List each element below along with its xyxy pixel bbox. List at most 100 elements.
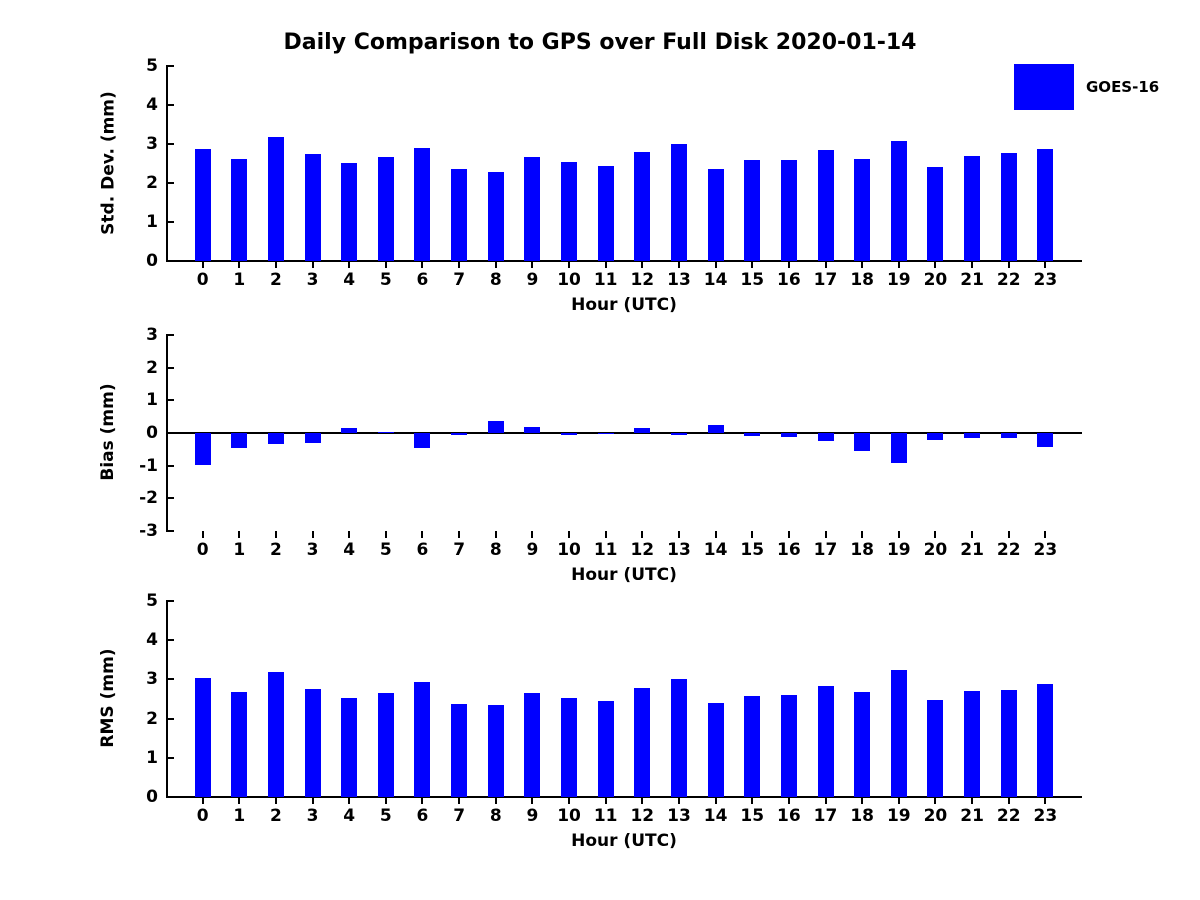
bar-bias-hour-18 [854,433,871,451]
x-tick-label-std-dev-16: 16 [777,270,801,290]
chart-legend: GOES-16 [1014,64,1159,110]
bar-bias-hour-8 [487,420,504,433]
bar-bias-hour-13 [670,433,687,435]
y-tick-label-bias: -2 [139,488,158,509]
y-tick-bias: -1 [139,456,174,476]
x-tick-rms [641,797,644,804]
bar-bias-hour-22 [1000,433,1017,438]
bar-rms-hour-16 [780,695,797,797]
bar-bias-hour-23 [1037,433,1054,448]
x-tick-std-dev [971,261,974,268]
bar-std-dev-hour-1 [231,159,248,261]
bar-rms-hour-11 [597,700,614,797]
x-tick-rms [604,797,607,804]
bar-bias-hour-6 [414,433,431,448]
x-tick-label-rms-0: 0 [196,806,209,826]
y-tick-label-rms: 5 [146,591,158,611]
y-tick-rms: 4 [146,630,174,650]
x-tick-label-rms-21: 21 [960,806,984,826]
x-tick-label-rms-2: 2 [269,806,282,826]
y-tick-std-dev: 2 [146,173,174,193]
x-tick-bias [824,531,827,538]
x-tick-std-dev [201,261,204,268]
x-tick-label-std-dev-8: 8 [489,270,502,290]
page-title: Daily Comparison to GPS over Full Disk 2… [283,30,917,55]
x-tick-std-dev [604,261,607,268]
x-tick-bias [238,531,241,538]
x-tick-rms [384,797,387,804]
x-tick-label-rms-6: 6 [416,806,429,826]
bar-rms-hour-9 [524,693,541,797]
y-tick-label-std-dev: 4 [146,95,158,115]
x-tick-label-std-dev-2: 2 [269,270,282,290]
x-tick-label-rms-17: 17 [813,806,838,826]
y-tick-bias: 1 [146,390,174,410]
bar-rms-hour-6 [414,682,431,797]
x-tick-bias [311,531,314,538]
bar-bias-hour-21 [964,433,981,439]
y-tick-rms: 3 [146,669,174,689]
x-tick-label-bias-16: 16 [777,540,801,560]
x-tick-rms [1044,797,1047,804]
x-tick-bias [348,531,351,538]
y-tick-bias: 0 [146,423,174,443]
x-tick-std-dev [384,261,387,268]
x-tick-label-std-dev-22: 22 [996,270,1021,290]
x-tick-rms [1007,797,1010,804]
x-tick-rms [531,797,534,804]
x-tick-label-bias-20: 20 [923,540,948,560]
x-tick-bias [384,531,387,538]
y-tick-label-bias: 3 [146,325,158,345]
x-tick-label-rms-15: 15 [740,806,765,826]
bar-rms-hour-2 [267,671,284,797]
bar-rms-hour-7 [451,704,468,797]
bar-std-dev-hour-20 [927,166,944,261]
x-axis-line-rms [166,796,1082,798]
y-tick-label-rms: 2 [146,708,158,729]
bar-rms-hour-1 [231,691,248,797]
x-tick-label-rms-16: 16 [777,806,801,826]
x-tick-rms [458,797,461,804]
x-tick-std-dev [274,261,277,268]
y-axis-line-std-dev [166,66,168,261]
x-tick-rms [201,797,204,804]
x-axis-line-std-dev [166,260,1082,262]
x-tick-bias [421,531,424,538]
bar-bias-hour-5 [377,432,394,434]
x-tick-label-bias-11: 11 [593,540,618,560]
y-tick-label-bias: 0 [146,423,158,443]
bar-rms-hour-3 [304,688,321,797]
bar-bias-hour-7 [451,433,468,436]
plot-area-std-dev: 0 1 2 3 4 5 0 1 2 3 4 5 6 7 8 9 10 11 12 13 14 15 16 17 18 19 20 21… [98,56,1082,315]
x-tick-std-dev [1044,261,1047,268]
bar-rms-hour-0 [194,677,211,797]
y-axis-line-rms [166,601,168,797]
y-tick-label-rms: 0 [146,787,158,807]
x-tick-label-std-dev-12: 12 [630,270,655,290]
x-tick-label-bias-19: 19 [886,540,911,560]
x-tick-rms [568,797,571,804]
x-tick-label-std-dev-5: 5 [379,270,392,290]
x-tick-label-bias-22: 22 [996,540,1021,560]
x-tick-std-dev [861,261,864,268]
bar-std-dev-hour-14 [707,168,724,261]
bar-std-dev-hour-13 [670,144,687,261]
x-tick-label-bias-23: 23 [1033,540,1058,560]
x-tick-bias [604,531,607,538]
x-tick-label-std-dev-1: 1 [233,270,246,290]
x-tick-label-rms-9: 9 [526,806,539,826]
x-tick-label-std-dev-7: 7 [453,270,466,290]
bar-rms-hour-22 [1000,689,1017,797]
legend-swatch-goes16 [1014,64,1074,110]
x-tick-rms [934,797,937,804]
bar-std-dev-hour-9 [524,157,541,261]
x-tick-rms [421,797,424,804]
x-tick-rms [311,797,314,804]
x-tick-label-std-dev-14: 14 [703,270,728,290]
x-tick-label-bias-18: 18 [850,540,874,560]
x-tick-rms [274,797,277,804]
chart-panel-std-dev: 0 1 2 3 4 5 0 1 2 3 4 5 6 7 8 9 10 11 12 13 14 15 16 17 18 19 20 21… [98,56,1082,315]
x-tick-label-bias-6: 6 [416,540,429,560]
bar-rms-hour-4 [341,698,358,797]
